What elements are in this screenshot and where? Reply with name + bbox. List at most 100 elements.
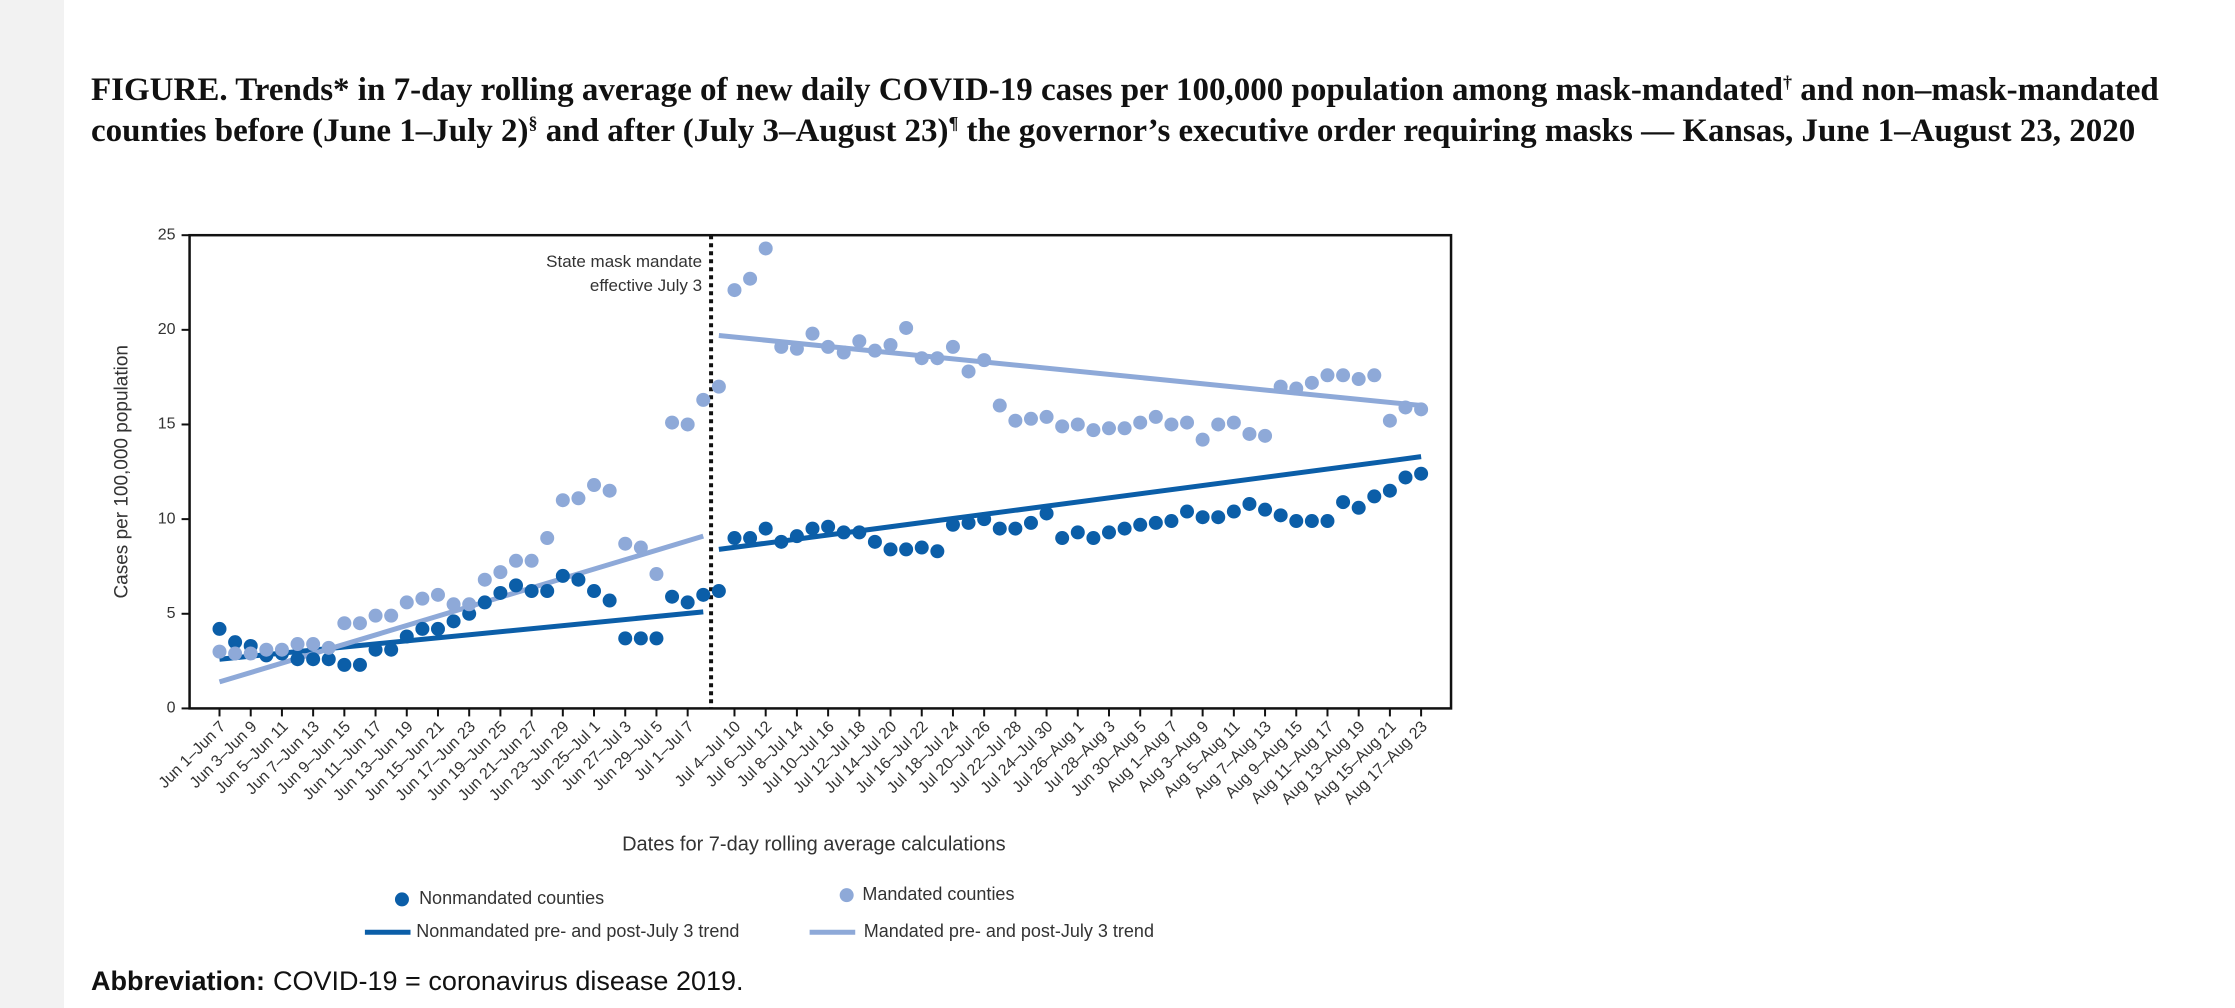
data-point xyxy=(649,631,664,646)
y-tick-label: 10 xyxy=(158,510,176,527)
data-point xyxy=(1304,375,1319,390)
data-point xyxy=(743,531,758,546)
data-point xyxy=(1226,504,1241,519)
data-point xyxy=(368,608,383,623)
data-point xyxy=(571,572,586,587)
data-point xyxy=(1102,525,1117,540)
data-point xyxy=(384,608,399,623)
caption-text: and after (July 3–August 23) xyxy=(537,113,949,149)
data-point xyxy=(1258,502,1273,517)
footnote-term: Abbreviation: xyxy=(91,966,266,996)
data-point xyxy=(1148,409,1163,424)
data-point xyxy=(446,614,461,629)
data-point xyxy=(228,635,243,650)
data-point xyxy=(259,642,274,657)
data-point xyxy=(602,483,617,498)
data-point xyxy=(290,652,305,667)
data-point xyxy=(1211,510,1226,525)
data-point xyxy=(1211,417,1226,432)
data-point xyxy=(680,595,695,610)
data-point xyxy=(1086,423,1101,438)
data-point xyxy=(805,326,820,341)
data-point xyxy=(477,572,492,587)
legend-label: Mandated pre- and post-July 3 trend xyxy=(864,921,1154,941)
data-point xyxy=(899,320,914,335)
data-point xyxy=(415,591,430,606)
data-point xyxy=(649,567,664,582)
figure-caption: FIGURE. Trends* in 7-day rolling average… xyxy=(91,70,2226,152)
data-point xyxy=(852,334,867,349)
data-point xyxy=(945,517,960,532)
data-point xyxy=(774,339,789,354)
data-point xyxy=(493,565,508,580)
data-point xyxy=(430,587,445,602)
data-point xyxy=(1008,521,1023,536)
data-point xyxy=(992,521,1007,536)
data-point xyxy=(665,589,680,604)
data-point xyxy=(509,553,524,568)
data-point xyxy=(524,584,539,599)
data-point xyxy=(462,597,477,612)
data-point xyxy=(1023,515,1038,530)
data-point xyxy=(852,525,867,540)
y-tick-label: 15 xyxy=(158,416,176,433)
data-point xyxy=(914,540,929,555)
plot-frame xyxy=(188,233,1453,710)
data-point xyxy=(587,584,602,599)
data-point xyxy=(274,642,289,657)
data-point xyxy=(1148,515,1163,530)
data-point xyxy=(930,544,945,559)
data-point xyxy=(321,640,336,655)
data-point xyxy=(415,621,430,636)
data-point xyxy=(1039,409,1054,424)
data-point xyxy=(1070,525,1085,540)
data-point xyxy=(1367,368,1382,383)
caption-text: and non–mask-mandated counties before (J… xyxy=(91,72,2159,149)
data-point xyxy=(992,398,1007,413)
caption-text: FIGURE. Trends* in 7-day rolling average… xyxy=(91,72,1783,108)
footnote-mark: ¶ xyxy=(948,113,959,133)
data-point xyxy=(1242,426,1257,441)
data-point xyxy=(1117,421,1132,436)
trend-line xyxy=(219,609,704,662)
data-point xyxy=(696,392,711,407)
data-point xyxy=(633,631,648,646)
data-point xyxy=(1273,508,1288,523)
footnote-text: COVID-19 = coronavirus disease 2019. xyxy=(273,966,744,996)
data-point xyxy=(961,515,976,530)
data-point xyxy=(337,657,352,672)
data-point xyxy=(1414,402,1429,417)
data-point xyxy=(1180,415,1195,430)
data-point xyxy=(1398,400,1413,415)
data-point xyxy=(1242,496,1257,511)
data-point xyxy=(1320,514,1335,529)
data-point xyxy=(1164,514,1179,529)
legend-label: Nonmandated counties xyxy=(419,888,604,908)
data-point xyxy=(1398,470,1413,485)
data-point xyxy=(602,593,617,608)
data-point xyxy=(680,417,695,432)
data-point xyxy=(555,493,570,508)
data-point xyxy=(961,364,976,379)
footnote: Abbreviation: COVID-19 = coronavirus dise… xyxy=(91,966,744,997)
data-point xyxy=(212,621,227,636)
data-point xyxy=(352,657,367,672)
data-point xyxy=(758,521,773,536)
data-point xyxy=(899,542,914,557)
data-point xyxy=(696,587,711,602)
legend-marker xyxy=(394,892,409,907)
data-point xyxy=(1258,428,1273,443)
footnote-mark: § xyxy=(528,113,538,133)
data-point xyxy=(1289,514,1304,529)
data-point xyxy=(1195,432,1210,447)
y-tick-label: 0 xyxy=(167,700,176,717)
data-point xyxy=(540,531,555,546)
data-point xyxy=(789,341,804,356)
data-point xyxy=(446,597,461,612)
data-point xyxy=(618,631,633,646)
data-point xyxy=(430,621,445,636)
data-point xyxy=(1102,421,1117,436)
data-point xyxy=(1039,506,1054,521)
side-strip xyxy=(0,0,64,1008)
